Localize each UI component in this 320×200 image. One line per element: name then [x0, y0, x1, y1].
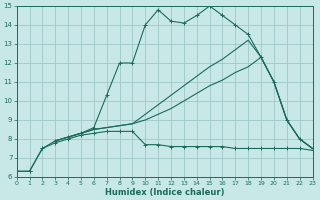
X-axis label: Humidex (Indice chaleur): Humidex (Indice chaleur) — [105, 188, 224, 197]
